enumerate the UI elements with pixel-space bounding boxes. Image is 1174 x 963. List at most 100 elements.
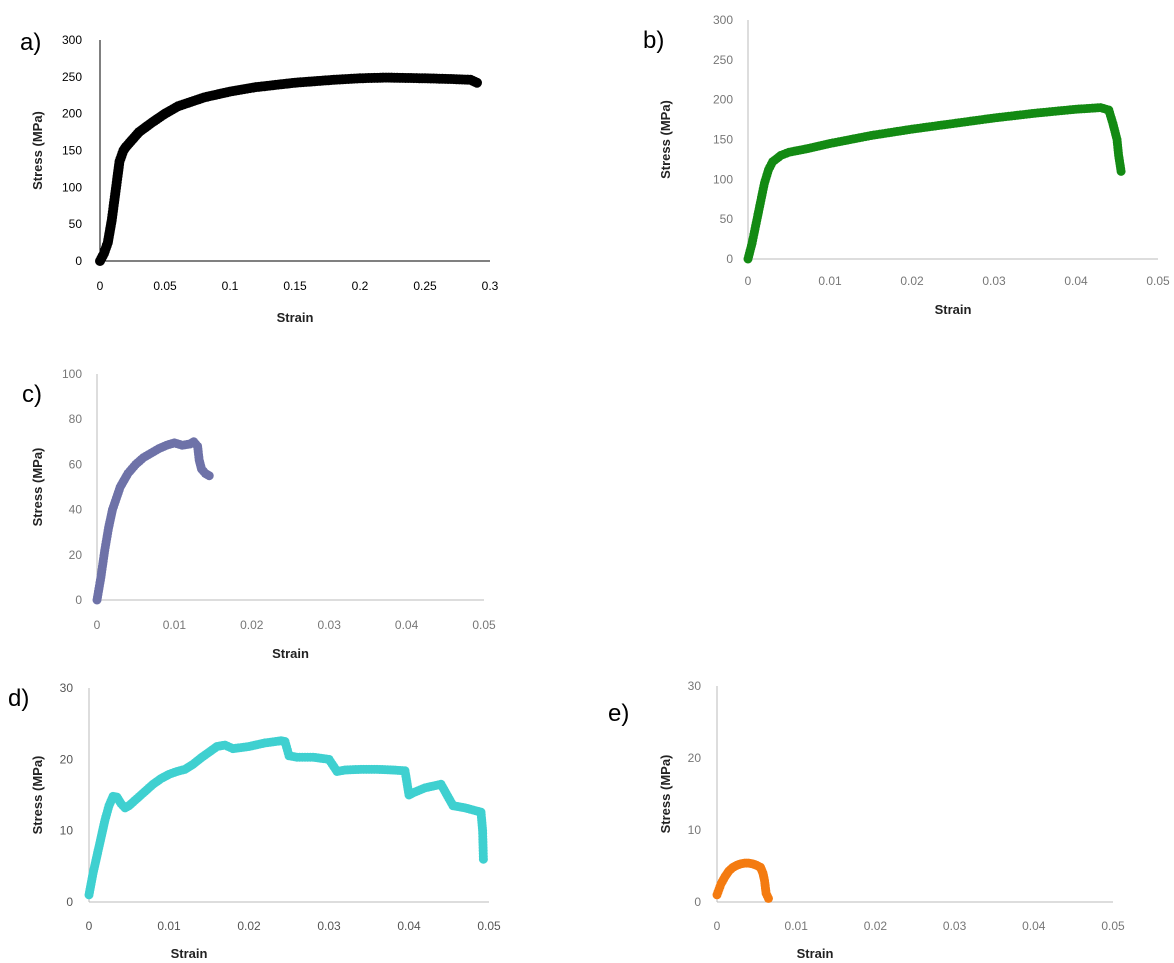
data-point xyxy=(716,879,726,889)
series-line xyxy=(85,736,488,899)
data-point xyxy=(284,751,294,761)
data-point xyxy=(743,254,753,264)
data-point xyxy=(1030,108,1040,118)
y-axis-title: Stress (MPa) xyxy=(30,756,45,835)
chart-panel-3: c) 0 20 40 60 80 100 0 0.01 0.02 0.03 0.04 0.05 Strai… xyxy=(22,367,496,661)
x-tick-label: 0.01 xyxy=(157,919,181,933)
panel-label: e) xyxy=(608,700,629,727)
data-point xyxy=(332,766,342,776)
x-tick-label: 0 xyxy=(97,279,104,293)
data-point xyxy=(776,150,786,160)
data-point xyxy=(468,805,478,815)
x-tick-label: 0.03 xyxy=(982,274,1006,288)
data-point xyxy=(712,890,722,900)
panel-label: b) xyxy=(643,27,664,54)
data-point xyxy=(825,138,835,148)
x-tick-label: 0.2 xyxy=(352,279,369,293)
data-point xyxy=(199,92,209,103)
data-point xyxy=(280,737,290,746)
y-tick-label: 0 xyxy=(694,895,701,909)
x-tick-label: 0.03 xyxy=(317,919,341,933)
x-tick-label: 0.15 xyxy=(283,279,307,293)
data-point xyxy=(478,826,488,836)
x-tick-label: 0.03 xyxy=(318,618,342,632)
x-tick-label: 0.04 xyxy=(1064,274,1088,288)
x-axis-title: Strain xyxy=(277,310,314,325)
data-point xyxy=(446,74,456,85)
data-point xyxy=(478,854,488,864)
y-tick-label: 250 xyxy=(713,53,733,67)
y-axis-title: Stress (MPa) xyxy=(658,100,673,179)
data-point xyxy=(751,218,761,228)
data-point xyxy=(355,73,365,84)
data-point xyxy=(420,73,430,84)
data-point xyxy=(88,868,98,878)
chart-panel-4: d) 0 10 20 30 0 0.01 0.02 0.03 0.04 0.05 Strain Stre… xyxy=(8,681,501,961)
data-point xyxy=(758,868,768,878)
data-point xyxy=(156,774,166,784)
data-point xyxy=(104,801,114,811)
x-tick-label: 0.05 xyxy=(472,618,496,632)
data-point xyxy=(948,119,958,129)
data-point xyxy=(204,747,214,757)
chart-panel-5: e) 0 10 20 30 0 0.01 0.02 0.03 0.04 0.05 Strain Stre… xyxy=(608,679,1125,961)
y-tick-label: 10 xyxy=(688,823,702,837)
chart-panel-2: b) 0 50 100 150 200 250 300 0 0.01 0.02 0.03 0.04 0.0… xyxy=(643,13,1170,317)
y-tick-label: 0 xyxy=(66,895,73,909)
data-point xyxy=(907,124,917,134)
data-point xyxy=(154,444,164,454)
data-point xyxy=(131,459,141,469)
data-point xyxy=(225,86,235,97)
y-tick-label: 200 xyxy=(62,107,82,121)
x-tick-label: 0.01 xyxy=(163,618,187,632)
x-tick-label: 0.02 xyxy=(237,919,261,933)
data-point xyxy=(188,759,198,769)
data-point xyxy=(196,753,206,763)
y-tick-label: 40 xyxy=(69,503,83,517)
data-point xyxy=(388,765,398,775)
data-point xyxy=(177,440,187,450)
data-point xyxy=(1114,150,1124,160)
x-tick-label: 0.3 xyxy=(482,279,499,293)
data-point xyxy=(98,248,109,259)
x-tick-label: 0.25 xyxy=(413,279,437,293)
data-point xyxy=(204,471,214,481)
x-axis-title: Strain xyxy=(171,946,208,961)
data-point xyxy=(147,117,157,128)
data-point xyxy=(290,77,300,88)
y-tick-label: 300 xyxy=(62,33,82,47)
data-point xyxy=(308,752,318,762)
data-point xyxy=(132,794,142,804)
data-point xyxy=(114,156,125,167)
y-tick-label: 50 xyxy=(69,217,83,231)
data-point xyxy=(84,890,94,900)
panel-label: d) xyxy=(8,685,29,712)
data-point xyxy=(92,851,102,861)
data-point xyxy=(260,738,270,748)
data-point xyxy=(476,807,486,817)
y-tick-label: 100 xyxy=(713,172,733,186)
data-point xyxy=(102,237,113,248)
y-tick-label: 250 xyxy=(62,70,82,84)
data-point xyxy=(760,875,770,885)
data-point xyxy=(172,766,182,776)
data-point xyxy=(169,438,179,448)
data-point xyxy=(764,165,773,175)
data-point xyxy=(194,455,204,465)
y-tick-label: 150 xyxy=(62,144,82,158)
data-point xyxy=(180,764,190,774)
data-point xyxy=(104,523,114,533)
data-point xyxy=(106,215,117,226)
x-axis-title: Strain xyxy=(272,646,309,661)
data-point xyxy=(164,769,174,779)
x-tick-label: 0.05 xyxy=(153,279,177,293)
y-axis-title: Stress (MPa) xyxy=(30,111,45,190)
y-tick-label: 20 xyxy=(688,751,702,765)
x-tick-label: 0.03 xyxy=(943,919,967,933)
data-point xyxy=(244,741,254,751)
y-tick-label: 30 xyxy=(60,681,74,695)
data-point xyxy=(121,141,131,152)
chart-panel-1: a) 0 50 100 150 200 250 300 0 0.05 0.1 0.15 0.2 0.25 0… xyxy=(20,29,499,325)
data-point xyxy=(160,108,170,119)
data-point xyxy=(292,752,302,762)
